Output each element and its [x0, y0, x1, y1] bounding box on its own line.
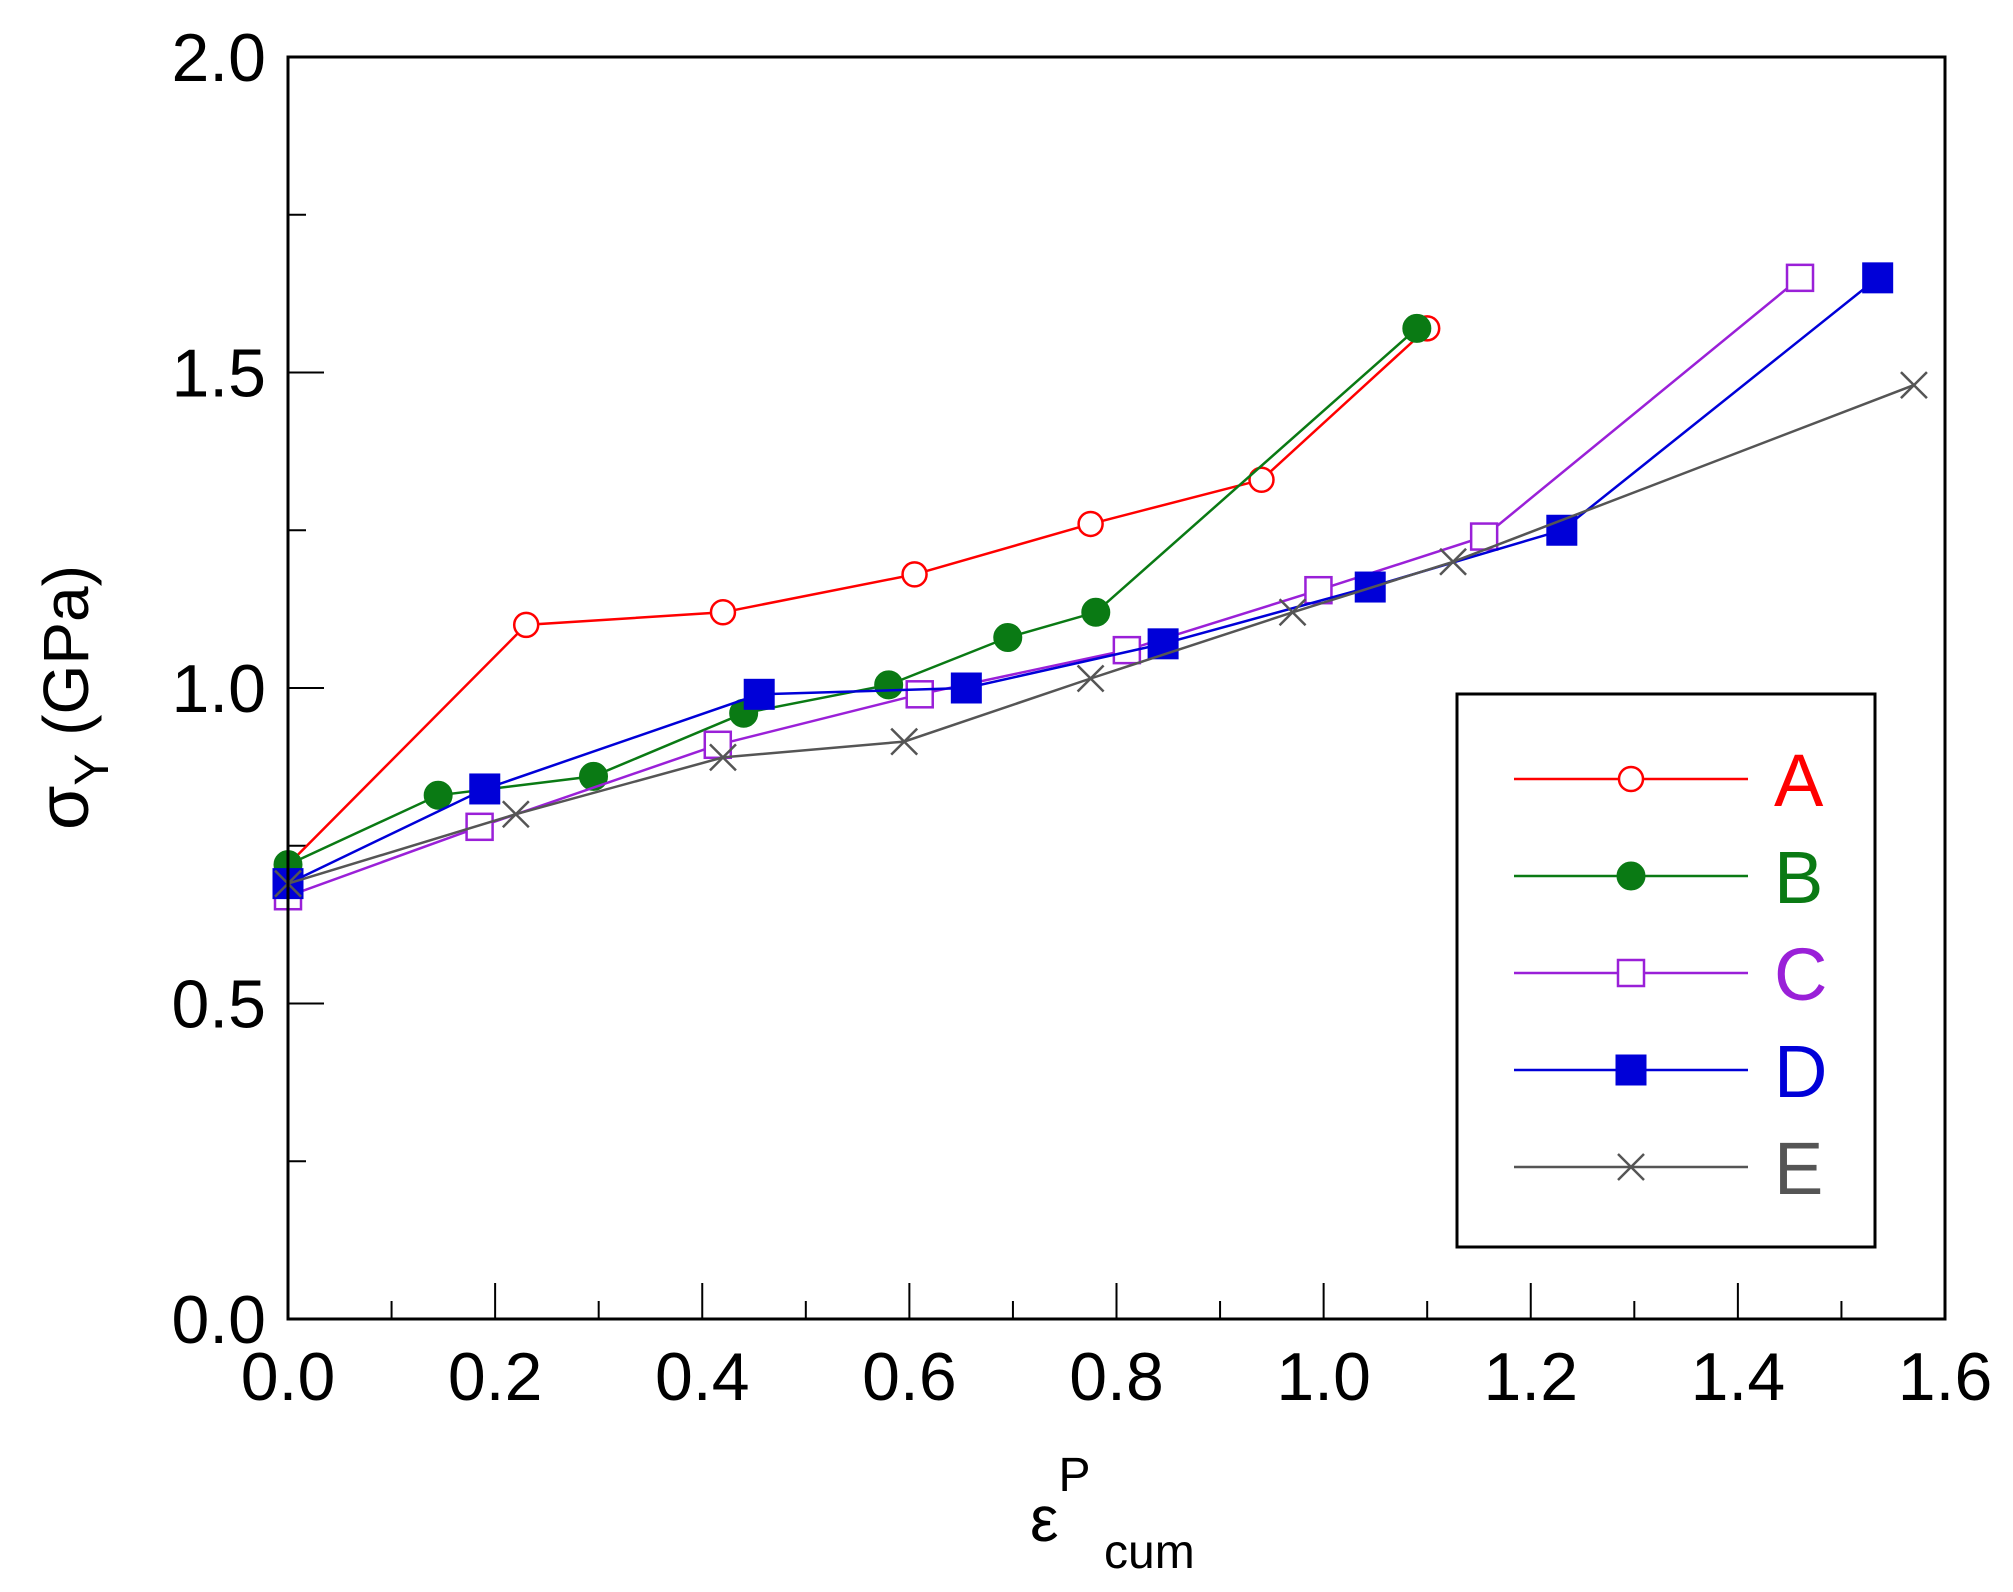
- data-point-B: [423, 780, 453, 810]
- x-axis-label: εPcum: [1030, 1449, 1195, 1579]
- legend-frame: [1455, 692, 1877, 1249]
- legend-item-D: D: [1514, 1030, 1827, 1113]
- data-point-C: [1785, 263, 1815, 293]
- x-tick-label: 1.0: [1276, 1339, 1371, 1415]
- legend-label: D: [1774, 1030, 1827, 1113]
- x-tick-label: 0.6: [862, 1339, 957, 1415]
- y-tick-label: 0.5: [171, 967, 266, 1043]
- x-tick-label: 1.6: [1898, 1339, 1993, 1415]
- axis-tick-labels: 0.0 0.2 0.4 0.6 0.8 1.0 1.2 1.4 1.6 0.0 0.5 1.0 1.5 2…: [171, 20, 1992, 1415]
- data-point-E: [709, 743, 737, 772]
- y-axis-label-rest: (GPa): [30, 565, 102, 753]
- data-point-D: [950, 672, 982, 704]
- legend-item-B: B: [1514, 836, 1823, 919]
- series-E: [274, 371, 1928, 898]
- data-point-B: [1402, 313, 1432, 343]
- x-axis-label-main: ε: [1030, 1483, 1059, 1555]
- series-line-D: [287, 276, 1879, 885]
- data-point-D: [743, 678, 775, 710]
- x-tick-label: 0.4: [655, 1339, 750, 1415]
- x-tick-label: 1.2: [1483, 1339, 1578, 1415]
- legend-swatch-marker: [1616, 861, 1646, 891]
- x-tick-label: 1.4: [1691, 1339, 1786, 1415]
- legend-item-A: A: [1514, 739, 1824, 822]
- data-point-B: [874, 670, 904, 700]
- data-point-E: [1278, 598, 1307, 627]
- series-B: [273, 313, 1432, 880]
- data-point-E: [1439, 547, 1467, 576]
- x-tick-label: 0.2: [448, 1339, 543, 1415]
- legend-swatch-marker: [1617, 765, 1645, 793]
- legend-label: E: [1774, 1127, 1823, 1210]
- y-tick-label: 2.0: [171, 20, 266, 96]
- x-tick-label: 0.8: [1069, 1339, 1164, 1415]
- y-tick-label: 0.0: [171, 1282, 266, 1358]
- series-A: [274, 315, 1441, 878]
- data-point-C: [905, 680, 934, 709]
- data-point-B: [993, 623, 1023, 653]
- legend-swatch-marker: [1617, 1153, 1645, 1181]
- legend-swatch-marker: [1615, 1054, 1647, 1086]
- legend-label: C: [1774, 933, 1827, 1016]
- plot-frame: [286, 55, 1947, 1321]
- x-axis-label-sup: P: [1059, 1449, 1091, 1502]
- data-point-A: [1077, 510, 1104, 538]
- data-point-A: [901, 561, 928, 588]
- data-series: [272, 262, 1928, 911]
- x-axis-label-sub: cum: [1104, 1526, 1195, 1579]
- series-line-B: [287, 327, 1418, 866]
- series-line-E: [287, 383, 1915, 885]
- data-point-E: [1076, 664, 1105, 693]
- data-point-A: [1248, 466, 1275, 494]
- legend-item-C: C: [1514, 933, 1827, 1016]
- x-tick-label: 0.0: [241, 1339, 336, 1415]
- data-point-B: [1081, 597, 1111, 627]
- legend-label: A: [1774, 739, 1824, 822]
- y-axis-label: σY (GPa): [24, 565, 119, 830]
- data-point-A: [512, 611, 540, 639]
- y-tick-label: 1.0: [171, 651, 266, 727]
- y-axis-label-main: σ: [24, 786, 104, 830]
- data-point-E: [890, 727, 919, 756]
- legend-swatch-marker: [1616, 958, 1646, 988]
- data-point-A: [709, 599, 737, 626]
- y-tick-label: 1.5: [171, 336, 266, 412]
- legend-label: B: [1774, 836, 1823, 919]
- legend-item-E: E: [1514, 1127, 1823, 1210]
- y-axis-label-sub: Y: [66, 754, 119, 786]
- data-point-E: [501, 800, 530, 829]
- data-point-B: [579, 761, 609, 791]
- data-point-E: [1900, 371, 1928, 400]
- data-point-D: [469, 773, 501, 805]
- data-point-D: [1862, 262, 1894, 294]
